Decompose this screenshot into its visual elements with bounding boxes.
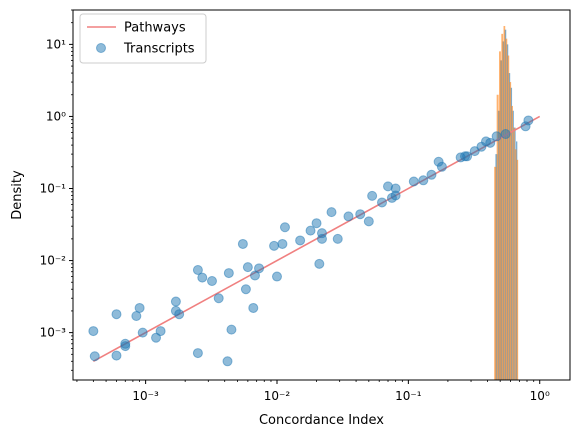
transcripts-point — [436, 161, 447, 172]
x-tick-label: 10⁻² — [264, 389, 291, 403]
transcripts-point — [237, 238, 248, 249]
transcripts-point — [134, 302, 145, 313]
transcripts-point — [88, 326, 99, 337]
transcripts-point — [485, 137, 496, 148]
y-tick-label: 10¹ — [46, 37, 66, 51]
hist-transcripts-bar — [516, 141, 518, 380]
legend-marker-transcripts-swatch — [96, 43, 106, 53]
x-tick-label: 10⁻¹ — [395, 389, 422, 403]
transcripts-point — [367, 190, 378, 201]
transcripts-point — [111, 350, 122, 361]
transcripts-point — [197, 272, 208, 283]
transcripts-point — [523, 115, 534, 126]
legend-label-transcripts: Transcripts — [123, 42, 195, 57]
y-axis-label: Density — [10, 170, 25, 220]
hist-pathways-bar — [494, 166, 497, 380]
transcripts-point — [137, 327, 148, 338]
hist-transcripts-bar — [510, 87, 513, 380]
transcripts-point — [240, 284, 251, 295]
hist-transcripts-bar — [497, 110, 500, 380]
transcripts-point — [311, 218, 322, 229]
hist-pathways-bar — [499, 51, 501, 381]
hist-pathways-bar — [503, 25, 506, 381]
transcripts-point — [170, 296, 181, 307]
transcripts-point — [89, 351, 100, 362]
hist-pathways-bar — [513, 127, 515, 380]
transcripts-point — [222, 356, 233, 367]
transcripts-point — [192, 348, 203, 359]
histogram-layer — [494, 25, 519, 381]
transcripts-point — [377, 197, 387, 208]
transcripts-point — [271, 271, 282, 282]
hist-transcripts-bar — [504, 29, 507, 380]
transcripts-point — [408, 176, 419, 187]
hist-pathways-bar — [515, 149, 517, 380]
transcripts-point — [305, 225, 316, 236]
transcripts-point — [242, 262, 253, 273]
transcripts-point — [462, 151, 473, 162]
transcripts-point — [279, 222, 290, 233]
hist-transcripts-bar — [500, 60, 503, 381]
transcripts-point — [418, 175, 429, 186]
transcripts-point — [120, 338, 131, 349]
transcripts-point — [155, 326, 166, 337]
y-tick-label: 10⁻³ — [40, 326, 67, 340]
x-tick-label: 10⁻³ — [132, 389, 159, 403]
hist-transcripts-bar — [512, 110, 514, 380]
transcripts-point — [500, 129, 511, 140]
transcripts-point — [295, 235, 306, 246]
transcripts-point — [277, 238, 288, 249]
transcripts-point — [223, 268, 234, 279]
hist-transcripts-bar — [502, 41, 505, 381]
hist-pathways-bar — [511, 105, 513, 380]
hist-pathways-bar — [507, 55, 510, 380]
transcripts-point — [174, 309, 185, 320]
transcripts-point — [491, 131, 502, 142]
transcripts-point — [332, 233, 343, 244]
transcripts-point — [226, 324, 237, 335]
hist-transcripts-bar — [514, 127, 516, 380]
hist-pathways-bar — [516, 159, 519, 380]
transcripts-point — [316, 233, 327, 244]
legend: Pathways Transcripts — [79, 13, 207, 64]
transcripts-point — [314, 258, 325, 269]
transcripts-point — [213, 293, 224, 304]
y-tick-label: 10⁻² — [40, 254, 67, 268]
hist-pathways-bar — [509, 82, 512, 380]
transcripts-point — [192, 264, 203, 275]
transcripts-point — [343, 211, 354, 222]
scatter-layer — [88, 115, 534, 367]
transcripts-point — [111, 309, 122, 320]
transcripts-point — [248, 302, 259, 313]
hist-transcripts-bar — [506, 44, 509, 380]
transcripts-point — [355, 209, 366, 220]
transcripts-point — [326, 207, 337, 218]
x-tick-label: 10⁰ — [530, 389, 550, 403]
hist-transcripts-bar — [495, 154, 498, 380]
y-tick-label: 10⁻¹ — [40, 181, 67, 195]
transcripts-point — [269, 240, 280, 251]
y-tick-label: 10⁰ — [46, 109, 66, 123]
transcripts-point — [254, 263, 265, 274]
tick-layer: 10⁻³ 10⁻² 10⁻¹ 10⁰ 10⁻³ 10⁻² 10⁻¹ 10⁰ 10¹ — [40, 9, 550, 403]
transcripts-point — [206, 276, 217, 287]
legend-label-pathways: Pathways — [124, 21, 186, 36]
hist-transcripts-bar — [508, 73, 511, 380]
hist-pathways-bar — [505, 38, 508, 381]
x-axis-label: Concordance Index — [259, 413, 384, 428]
transcripts-point — [426, 169, 437, 180]
hist-pathways-bar — [501, 33, 504, 380]
transcripts-point — [363, 216, 374, 227]
plot-area-frame — [72, 9, 571, 381]
hist-pathways-bar — [496, 94, 499, 380]
transcripts-point — [390, 183, 401, 194]
